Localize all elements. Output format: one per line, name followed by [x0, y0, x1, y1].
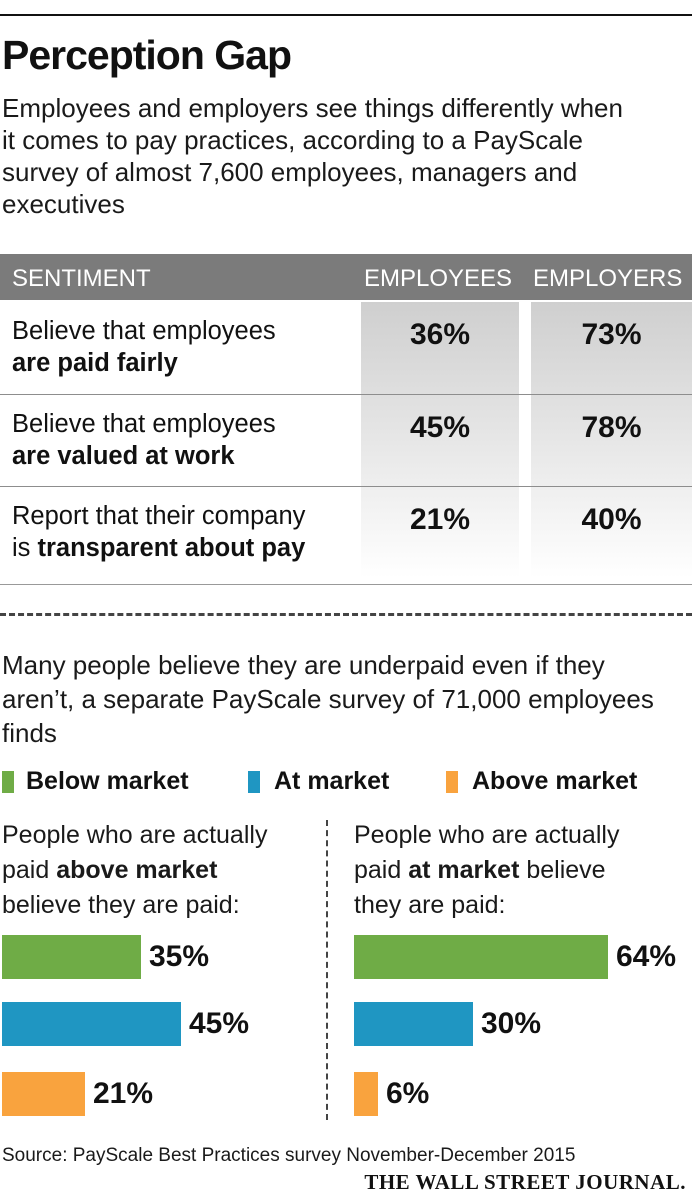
- left-bar-label-at-market: 45%: [189, 1007, 250, 1040]
- left-bar-above-market: [2, 1072, 85, 1116]
- sentiment-cell: Believe that employees are valued at wor…: [12, 410, 276, 470]
- employees-value: 36%: [409, 318, 471, 351]
- employees-value: 45%: [409, 411, 471, 444]
- employees-value: 21%: [409, 503, 471, 536]
- left-bar-label-below-market: 35%: [149, 940, 210, 973]
- right-bar-above-market: [354, 1072, 378, 1116]
- source-note: Source: PayScale Best Practices survey N…: [2, 1145, 576, 1166]
- legend: Below market At market Above market: [0, 765, 692, 797]
- right-bar-label-above-market: 6%: [386, 1077, 430, 1110]
- panel-divider: [326, 820, 328, 1120]
- section-intro: Many people believe they are underpaid e…: [2, 650, 654, 748]
- top-rule: [0, 14, 692, 16]
- chart-subtitle: Employees and employers see things diffe…: [2, 93, 623, 219]
- left-bar-at-market: [2, 1002, 181, 1046]
- sentiment-cell: Report that their company is transparent…: [12, 502, 306, 562]
- employers-value: 73%: [581, 318, 642, 351]
- legend-label-above-market: Above market: [472, 767, 638, 795]
- table-row: Believe that employees are paid fairly 3…: [0, 302, 692, 394]
- right-bar-below-market: [354, 935, 608, 979]
- publisher-logo: THE WALL STREET JOURNAL.: [364, 1170, 686, 1194]
- table-row: Believe that employees are valued at wor…: [0, 394, 692, 486]
- employers-column-shade: [531, 302, 692, 578]
- legend-label-below-market: Below market: [26, 767, 189, 795]
- table-bottom-rule: [0, 584, 692, 585]
- employees-column-shade: [361, 302, 519, 578]
- header-employers: EMPLOYERS: [533, 265, 683, 292]
- left-bar-label-above-market: 21%: [93, 1077, 154, 1110]
- left-panel-description: People who are actually paid above marke…: [2, 821, 268, 919]
- legend-label-at-market: At market: [274, 767, 390, 795]
- table-header: SENTIMENT EMPLOYEES EMPLOYERS: [0, 254, 692, 300]
- employers-value: 78%: [581, 411, 642, 444]
- sentiment-cell: Believe that employees are paid fairly: [12, 317, 276, 377]
- chart-title: Perception Gap: [2, 32, 292, 78]
- header-sentiment: SENTIMENT: [12, 265, 151, 292]
- right-panel-description: People who are actually paid at market b…: [354, 821, 620, 919]
- employers-value: 40%: [581, 503, 642, 536]
- table-row: Report that their company is transparent…: [0, 486, 692, 578]
- right-bar-at-market: [354, 1002, 473, 1046]
- right-bar-label-below-market: 64%: [616, 940, 677, 973]
- header-employees: EMPLOYEES: [364, 265, 513, 292]
- legend-swatch-at-market: [248, 771, 260, 793]
- legend-swatch-above-market: [446, 771, 458, 793]
- section-separator: [0, 613, 692, 616]
- left-bar-below-market: [2, 935, 141, 979]
- legend-swatch-below-market: [2, 771, 14, 793]
- right-bar-label-at-market: 30%: [481, 1007, 542, 1040]
